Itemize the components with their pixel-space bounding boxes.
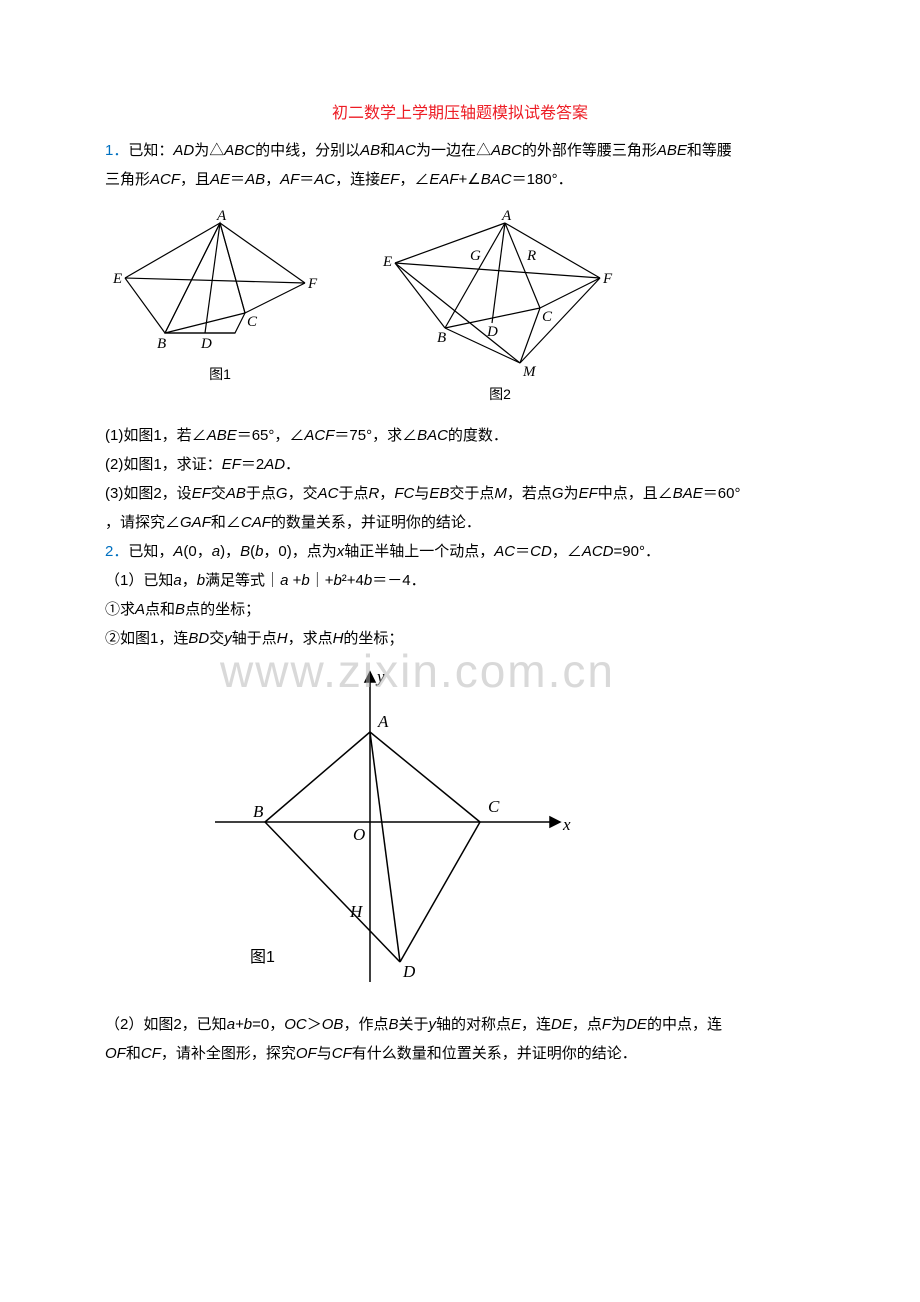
- svg-text:C: C: [542, 309, 553, 325]
- problem2-p1: （1）已知a，b满足等式｜a +b｜+b²+4b＝－4．: [105, 567, 815, 594]
- svg-text:M: M: [522, 364, 537, 378]
- svg-text:E: E: [382, 254, 392, 270]
- problem2-p2-line2: OF和CF，请补全图形，探究OF与CF有什么数量和位置关系，并证明你的结论．: [105, 1040, 815, 1067]
- problem2-p1-2: ②如图1，连BD交y轴于点H，求点H的坐标；: [105, 625, 815, 652]
- figure2-svg: A E F B D C G R M: [375, 208, 625, 378]
- problem1-figures: A E F B D C 图1: [105, 208, 815, 407]
- page-title: 初二数学上学期压轴题模拟试卷答案: [105, 100, 815, 129]
- problem1-q1: (1)如图1，若∠ABE＝65°，∠ACF＝75°，求∠BAC的度数．: [105, 422, 815, 449]
- svg-text:C: C: [488, 797, 500, 816]
- problem2-p1-1: ①求A点和B点的坐标；: [105, 596, 815, 623]
- problem1-number: 1．: [105, 142, 128, 159]
- problem2-intro: 2．已知，A(0，a)，B(b，0)，点为x轴正半轴上一个动点，AC＝CD，∠A…: [105, 538, 815, 565]
- svg-text:A: A: [377, 712, 389, 731]
- svg-text:H: H: [349, 902, 364, 921]
- svg-text:B: B: [437, 330, 446, 346]
- figure1-svg: A E F B D C: [105, 208, 335, 358]
- svg-text:A: A: [501, 208, 512, 224]
- problem1-intro-line2: 三角形ACF，且AE＝AB，AF＝AC，连接EF，∠EAF+∠BAC＝180°．: [105, 166, 815, 193]
- figure2-container: A E F B D C G R M 图2: [375, 208, 625, 407]
- problem1-q3-line2: ，请探究∠GAF和∠CAF的数量关系，并证明你的结论．: [105, 509, 815, 536]
- svg-text:B: B: [157, 336, 166, 352]
- figure1-container: A E F B D C 图1: [105, 208, 335, 387]
- problem2-fig-label: 图1: [250, 949, 275, 966]
- problem2-number: 2．: [105, 543, 128, 560]
- svg-text:D: D: [486, 324, 498, 340]
- svg-text:D: D: [402, 962, 416, 981]
- figure1-label: 图1: [209, 362, 231, 387]
- svg-text:B: B: [253, 802, 264, 821]
- problem1-q3: (3)如图2，设EF交AB于点G，交AC于点R，FC与EB交于点M，若点G为EF…: [105, 480, 815, 507]
- problem2-figure-svg: y x A B O C H D 图1: [205, 662, 575, 992]
- svg-text:G: G: [470, 248, 481, 264]
- svg-text:x: x: [562, 815, 571, 834]
- svg-text:y: y: [375, 667, 385, 686]
- problem1-q2: (2)如图1，求证：EF＝2AD．: [105, 451, 815, 478]
- problem1-intro: 1．已知：AD为△ABC的中线，分别以AB和AC为一边在△ABC的外部作等腰三角…: [105, 137, 815, 164]
- svg-text:C: C: [247, 314, 258, 330]
- svg-text:D: D: [200, 336, 212, 352]
- svg-text:F: F: [307, 276, 318, 292]
- svg-text:A: A: [216, 208, 227, 224]
- figure2-label: 图2: [489, 382, 511, 407]
- problem2-p2: （2）如图2，已知a+b=0，OC＞OB，作点B关于y轴的对称点E，连DE，点F…: [105, 1011, 815, 1038]
- problem2-figure: y x A B O C H D 图1: [205, 662, 815, 1001]
- svg-text:E: E: [112, 271, 122, 287]
- svg-text:R: R: [526, 248, 536, 264]
- svg-text:O: O: [353, 825, 365, 844]
- svg-text:F: F: [602, 271, 613, 287]
